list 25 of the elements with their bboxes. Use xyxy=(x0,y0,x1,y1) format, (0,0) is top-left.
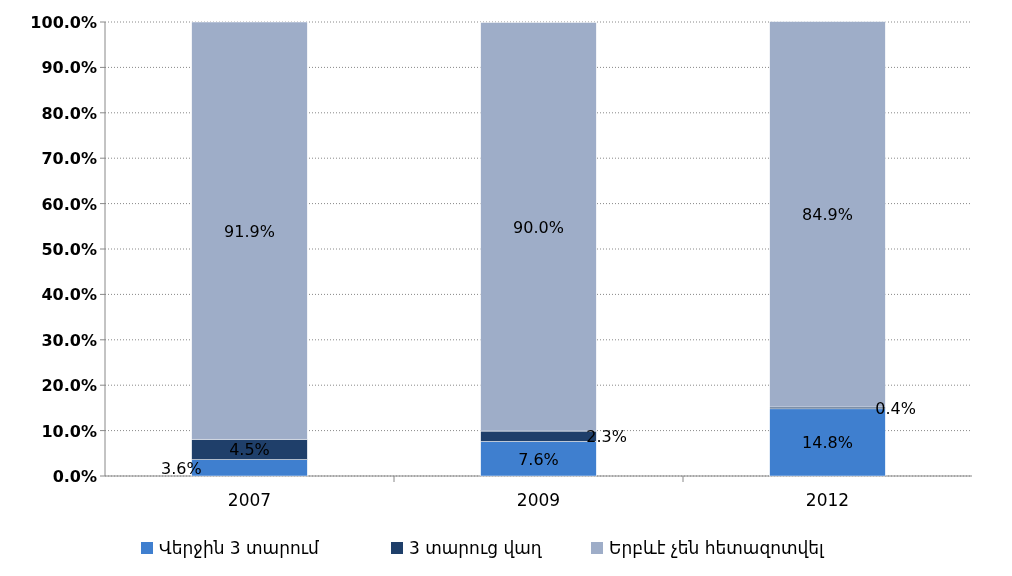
y-tick-label: 30.0% xyxy=(41,330,97,350)
data-label: 2.3% xyxy=(586,427,627,447)
y-tick-label: 90.0% xyxy=(41,58,97,78)
y-tick-label: 0.0% xyxy=(52,467,97,486)
legend-label: 3 տարուց վաղ xyxy=(409,538,543,558)
data-label: 14.8% xyxy=(802,433,853,453)
data-label: 84.9% xyxy=(802,205,853,225)
x-tick-label: 2009 xyxy=(516,490,561,510)
data-label: 0.4% xyxy=(875,398,916,418)
data-label: 91.9% xyxy=(224,221,275,241)
data-label: 90.0% xyxy=(513,217,564,237)
y-tick-label: 10.0% xyxy=(41,421,97,441)
legend-label: Վերջին 3 տարում xyxy=(159,538,320,558)
y-tick-label: 70.0% xyxy=(41,149,97,169)
y-tick-label: 20.0% xyxy=(41,376,97,396)
y-tick-label: 80.0% xyxy=(41,103,97,123)
data-label: 7.6% xyxy=(518,449,559,469)
y-tick-label: 50.0% xyxy=(41,240,97,259)
x-tick-label: 2007 xyxy=(227,490,272,510)
y-tick-label: 40.0% xyxy=(41,285,97,305)
x-tick-label: 2012 xyxy=(805,490,850,510)
y-tick-label: 100.0% xyxy=(30,13,97,32)
legend-label: Երբևէ չեն հետազոտվել xyxy=(609,538,826,558)
data-label: 4.5% xyxy=(229,440,270,460)
y-tick-label: 60.0% xyxy=(41,194,97,214)
